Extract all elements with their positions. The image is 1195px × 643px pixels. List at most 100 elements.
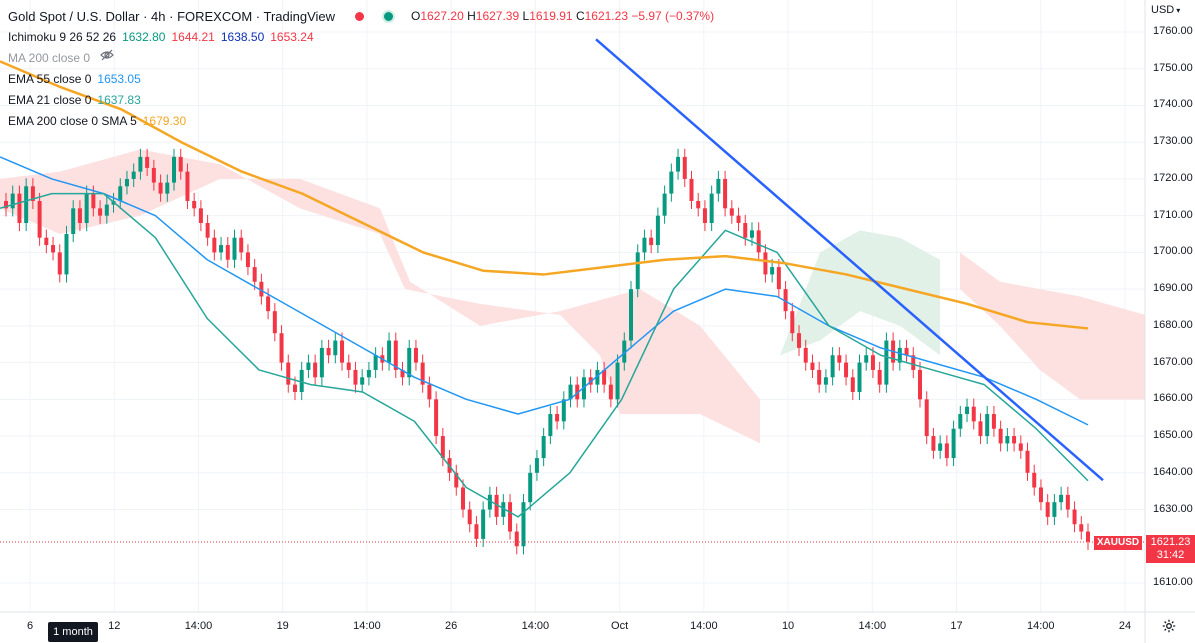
indicator-ema21[interactable]: EMA 21 close 0 1637.83 [8,93,141,107]
price-tick-label: 1710.00 [1153,208,1193,221]
ohlc-high: 1627.39 [475,9,520,23]
symbol-price-tag: XAUUSD [1094,536,1142,550]
candle-body [1065,494,1070,510]
ohlc-readout: O1627.20 H1627.39 L1619.91 C1621.23 −5.9… [411,9,715,23]
time-tick-label: Oct [611,620,629,632]
candle-body [292,384,297,392]
eye-off-icon[interactable] [100,48,114,69]
candle-body [1072,509,1077,525]
price-tick-label: 1650.00 [1153,429,1193,442]
candle-body [17,193,22,224]
chevron-down-icon: ▾ [1176,6,1181,15]
candle-body [266,296,271,312]
ema55-line [0,156,1089,426]
candle-body [366,369,371,378]
candle-body [57,252,62,275]
candle-body [1052,502,1057,517]
candle-body [232,237,237,260]
price-tick-label: 1630.00 [1153,502,1193,515]
price-tick-label: 1750.00 [1153,61,1193,74]
price-tick-label: 1660.00 [1153,392,1193,405]
candle-body [131,171,136,179]
candle-body [467,509,472,525]
candle-body [904,347,909,356]
candle-body [790,311,795,334]
cloud-bullish [780,230,940,356]
candle-body [158,182,163,194]
bar-countdown: 31:42 [1156,549,1185,561]
candle-body [299,369,304,392]
candle-body [823,377,828,385]
candle-body [340,340,345,363]
candle-body [649,237,654,246]
currency-selector[interactable]: USD ▾ [1151,4,1181,16]
candle-body [676,156,681,172]
candle-body [971,406,976,422]
candle-body [783,289,788,312]
candle-body [622,340,627,363]
candle-body [702,208,707,224]
candle-body [850,377,855,392]
candle-body [481,509,486,539]
candle-body [991,414,996,429]
candle-body [810,362,815,370]
candle-body [245,252,250,268]
candle-body [575,384,580,400]
candle-body [924,399,929,437]
range-1-month-button[interactable]: 1 month [48,622,98,642]
candle-body [407,347,412,378]
candle-body [817,369,822,385]
gear-icon[interactable] [1162,619,1176,636]
candle-body [205,223,210,238]
candle-body [64,234,69,275]
symbol-title: Gold Spot / U.S. Dollar · 4h · FOREXCOM … [8,9,336,24]
candle-body [803,347,808,363]
ohlc-change: −5.97 (−0.37%) [631,9,715,23]
candle-body [104,204,109,216]
candle-body [770,267,775,275]
time-tick-label: 14:00 [353,620,381,632]
candle-body [272,311,277,334]
candle-body [44,237,49,246]
indicator-ma200[interactable]: MA 200 close 0 [8,48,714,69]
candle-body [508,502,513,532]
candle-body [37,200,42,238]
indicator-ichimoku[interactable]: Ichimoku 9 26 52 26 1632.80 1644.21 1638… [8,30,314,44]
time-tick-label: 12 [108,620,121,632]
candle-body [642,237,647,253]
candle-body [870,355,875,370]
chart-legend: Gold Spot / U.S. Dollar · 4h · FOREXCOM … [8,6,714,132]
price-tick-label: 1680.00 [1153,318,1193,331]
candle-body [944,443,949,459]
candle-body [151,167,156,183]
candle-body [844,362,849,378]
candle-body [528,472,533,503]
market-status-dot-icon [355,12,365,21]
time-tick-label: 14:00 [184,620,213,632]
candle-body [709,193,714,224]
candle-body [884,340,889,385]
candle-body [763,252,768,275]
price-tick-label: 1690.00 [1153,282,1193,295]
candle-body [185,171,190,201]
trendline [595,38,1104,482]
price-tick-label: 1720.00 [1153,171,1193,184]
candle-body [951,428,956,459]
candle-body [1005,436,1010,444]
candle-body [1079,524,1084,532]
data-live-dot-icon [382,10,396,23]
candle-body [736,215,741,224]
candle-body [749,230,754,238]
indicator-ema55[interactable]: EMA 55 close 0 1653.05 [8,72,141,86]
candle-body [4,200,8,209]
ema21-line [0,192,1089,518]
candle-body [635,252,640,290]
candle-body [118,186,123,201]
price-tick-label: 1760.00 [1153,25,1193,37]
indicator-ema200[interactable]: EMA 200 close 0 SMA 5 1679.30 [8,114,187,128]
candle-body [514,531,519,547]
candle-body [198,208,203,224]
candle-body [252,267,257,282]
candle-body [837,355,842,363]
